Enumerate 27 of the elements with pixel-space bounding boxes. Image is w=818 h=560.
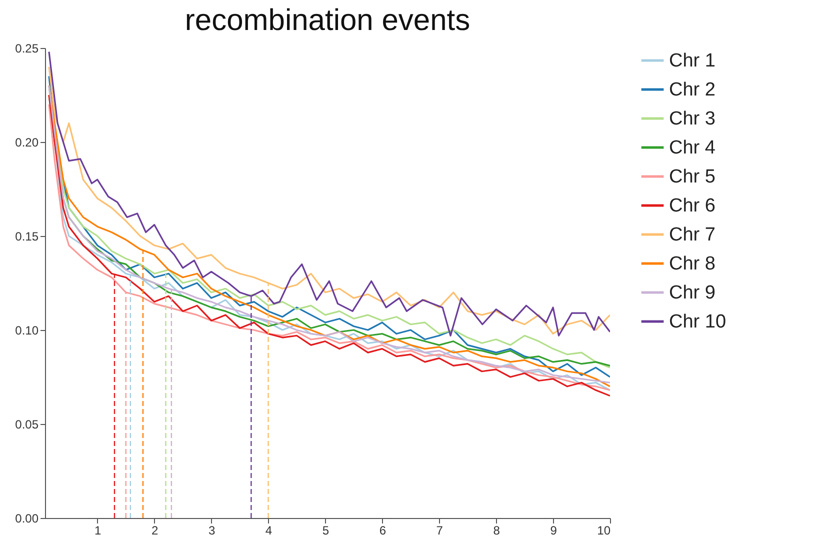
y-tick-label: 0.15: [15, 230, 39, 244]
legend-label: Chr 8: [669, 254, 716, 274]
y-tick-label: 0.05: [15, 418, 39, 432]
y-tick-label: 0.20: [15, 136, 39, 150]
legend-label: Chr 10: [669, 312, 726, 332]
x-tick-label: 8: [493, 524, 500, 538]
legend-label: Chr 4: [669, 138, 716, 158]
x-tick-label: 7: [436, 524, 444, 538]
x-tick-label: 1: [94, 524, 102, 538]
legend-label: Chr 3: [669, 108, 716, 130]
x-tick-label: 4: [265, 524, 272, 538]
legend-label: Chr 5: [669, 166, 716, 188]
chart-title: recombination events: [184, 4, 470, 37]
legend-label: Chr 7: [669, 224, 716, 246]
x-tick-label: 10: [597, 524, 611, 538]
x-tick-label: 3: [208, 524, 216, 538]
x-tick-label: 9: [550, 524, 558, 538]
x-tick-label: 5: [322, 524, 330, 538]
y-tick-label: 0.25: [15, 42, 39, 56]
legend-label: Chr 9: [669, 282, 716, 304]
x-tick-label: 6: [379, 524, 386, 538]
legend-label: Chr 2: [669, 80, 716, 100]
legend-label: Chr 6: [669, 196, 716, 216]
y-tick-label: 0.10: [15, 324, 39, 338]
x-tick-label: 2: [152, 524, 159, 538]
y-tick-label: 0.00: [15, 512, 39, 526]
legend-label: Chr 1: [669, 50, 716, 72]
